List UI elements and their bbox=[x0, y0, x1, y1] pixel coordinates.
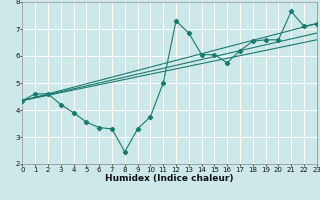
X-axis label: Humidex (Indice chaleur): Humidex (Indice chaleur) bbox=[105, 174, 234, 183]
